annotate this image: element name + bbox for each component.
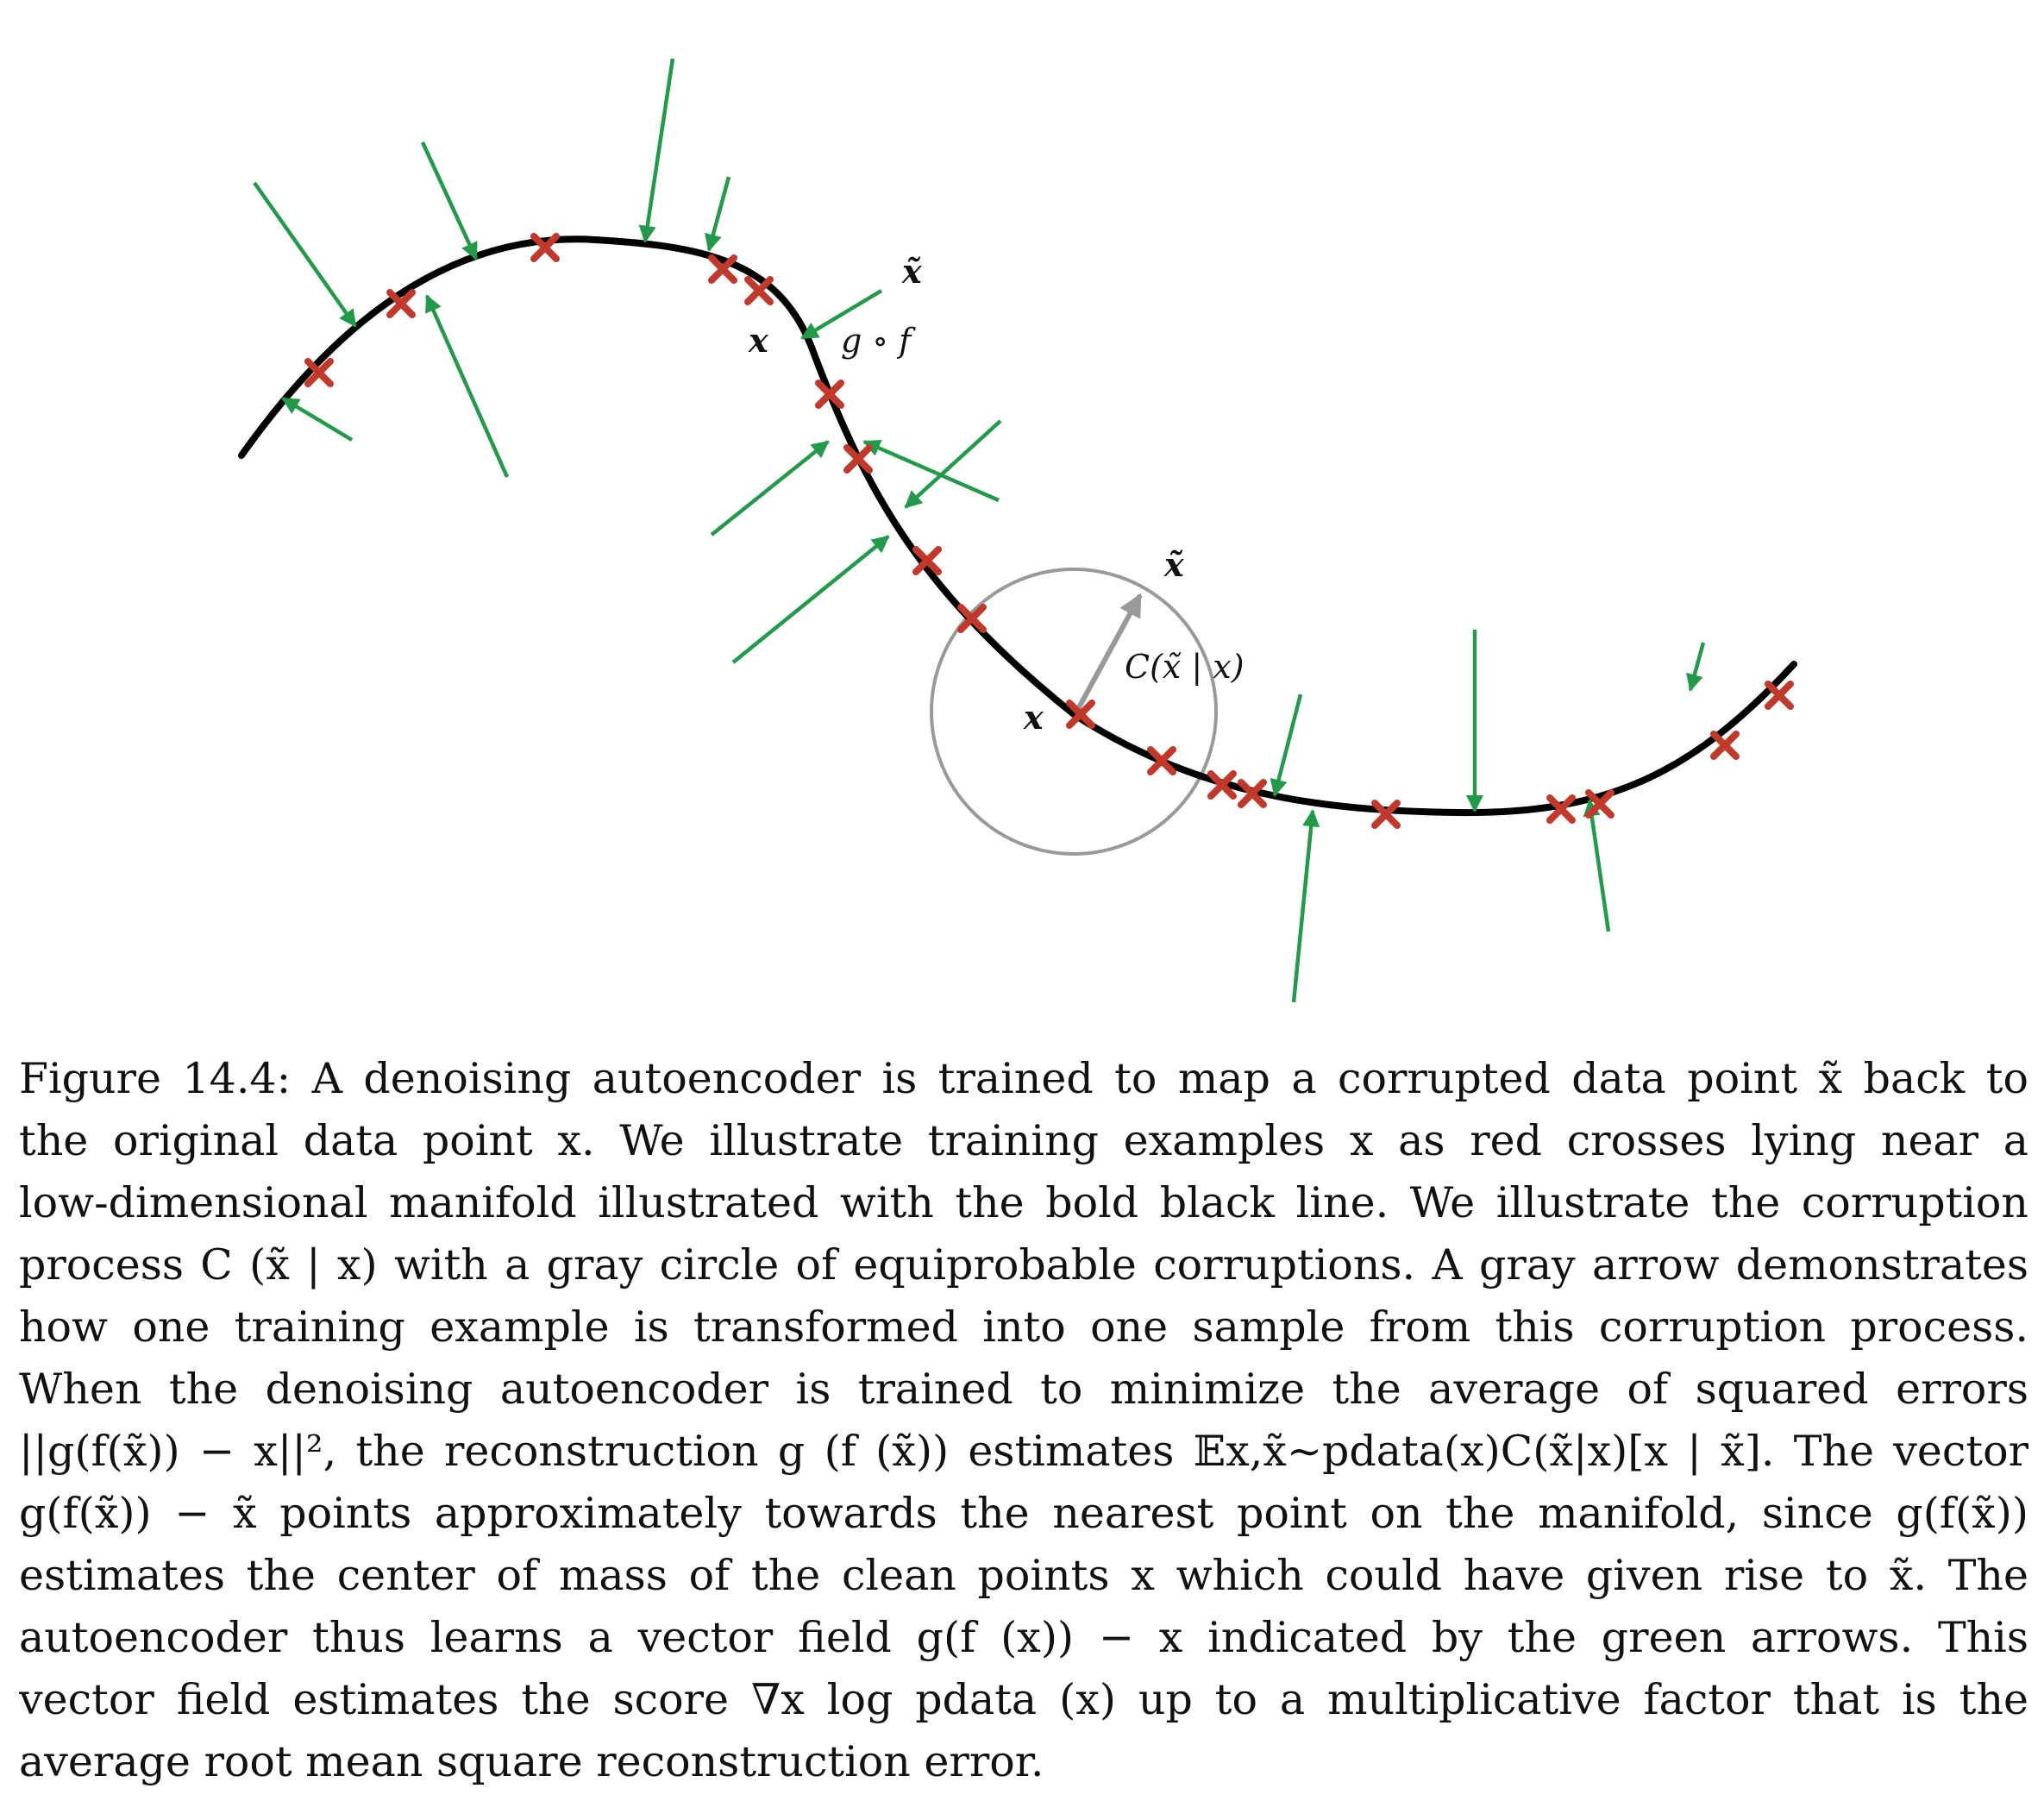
caption-line: Figure 14.4: A denoising autoencoder is …: [19, 1054, 2028, 1103]
label-g-of-f: g ∘ f: [841, 322, 916, 360]
training-example-cross: [386, 289, 416, 318]
training-example-cross: [304, 358, 334, 387]
vector-field-arrow: [710, 440, 830, 537]
training-example-cross: [912, 546, 942, 575]
figure: x̃ x g ∘ f x̃ C(x̃ | x) x: [238, 58, 1797, 1003]
corruption-circle: [930, 568, 1218, 856]
training-example-cross: [1238, 779, 1267, 808]
vector-field-arrow: [904, 419, 1002, 509]
caption-line: estimates the center of mass of the clea…: [19, 1551, 2028, 1600]
training-example-cross: [815, 380, 844, 409]
label-x-tilde-circle: x̃: [1163, 545, 1185, 584]
figure-caption: Figure 14.4: A denoising autoencoder is …: [19, 1048, 2028, 1793]
label-corruption: C(x̃ | x): [1125, 648, 1245, 686]
caption-line: process C (x̃ | x) with a gray circle of…: [19, 1240, 2028, 1290]
vector-field-arrow: [1583, 798, 1611, 932]
vector-field-arrow: [424, 294, 510, 478]
corruption-arrow: [1075, 593, 1143, 711]
training-example-cross: [1147, 746, 1176, 775]
vector-field-arrow: [1291, 808, 1320, 1003]
green-arrows: [253, 58, 1706, 1003]
label-x-top: x: [748, 321, 769, 360]
caption-line: g(f(x̃)) − x̃ points approximately towar…: [19, 1489, 2028, 1538]
figure-canvas: x̃ x g ∘ f x̃ C(x̃ | x) x: [238, 58, 1797, 1003]
training-example-cross: [1710, 731, 1740, 760]
caption-line: When the denoising autoencoder is traine…: [19, 1365, 2028, 1414]
caption-line: ||g(f(x̃)) − x||², the reconstruction g …: [19, 1427, 2028, 1476]
caption-line: vector field estimates the score ∇x log …: [19, 1675, 2028, 1724]
training-example-cross: [1585, 789, 1615, 819]
caption-line: low-dimensional manifold illustrated wit…: [19, 1178, 2028, 1227]
vector-field-arrow: [420, 141, 479, 260]
training-example-cross: [708, 254, 737, 284]
training-example-cross: [843, 444, 873, 474]
training-example-cross: [1066, 700, 1095, 729]
vector-field-arrow: [253, 181, 357, 328]
vector-field-arrow: [800, 289, 883, 340]
vector-field-arrow: [862, 439, 1000, 503]
vector-field-arrow: [281, 397, 354, 442]
manifold-curve: [238, 235, 1797, 817]
training-example-cross: [530, 233, 560, 262]
vector-field-arrow: [638, 58, 675, 244]
training-example-cross: [1765, 681, 1794, 710]
caption-line: how one training example is transformed …: [19, 1302, 2028, 1352]
label-x-tilde-top: x̃: [901, 252, 923, 291]
caption-line: the original data point x. We illustrate…: [19, 1116, 2028, 1165]
training-example-cross: [1371, 800, 1401, 829]
label-x-center: x: [1023, 698, 1044, 737]
vector-field-arrow: [1270, 693, 1303, 797]
training-example-cross: [744, 276, 774, 305]
training-example-cross: [1546, 794, 1576, 824]
red-crosses: [304, 233, 1794, 829]
caption-line: average root mean square reconstruction …: [19, 1737, 1044, 1786]
training-example-cross: [957, 604, 987, 633]
vector-field-arrow: [1686, 642, 1706, 692]
caption-line: autoencoder thus learns a vector field g…: [19, 1613, 2028, 1662]
vector-field-arrow: [731, 535, 890, 664]
vector-field-arrow: [704, 176, 731, 252]
training-example-cross: [1207, 770, 1237, 800]
